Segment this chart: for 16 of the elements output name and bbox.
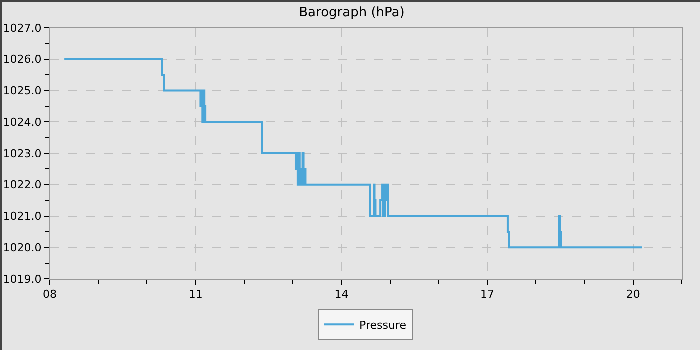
chart-title: Barograph (hPa) — [299, 5, 405, 20]
y-tick-label: 1027.0 — [3, 22, 42, 35]
y-tick-label: 1021.0 — [3, 210, 42, 224]
y-tick-label: 1019.0 — [3, 272, 42, 286]
x-tick-label: 11 — [188, 288, 203, 302]
x-tick-label: 17 — [480, 288, 495, 302]
x-tick-label: 20 — [626, 288, 640, 302]
x-tick-label: 08 — [43, 288, 57, 302]
x-tick-label: 14 — [334, 288, 349, 302]
y-tick-label: 1023.0 — [3, 147, 42, 160]
legend-label: Pressure — [360, 318, 407, 332]
y-tick-label: 1020.0 — [3, 241, 42, 254]
y-tick-label: 1025.0 — [3, 84, 42, 98]
y-tick-label: 1026.0 — [3, 53, 42, 66]
y-tick-label: 1024.0 — [3, 116, 42, 129]
y-tick-label: 1022.0 — [3, 178, 42, 192]
